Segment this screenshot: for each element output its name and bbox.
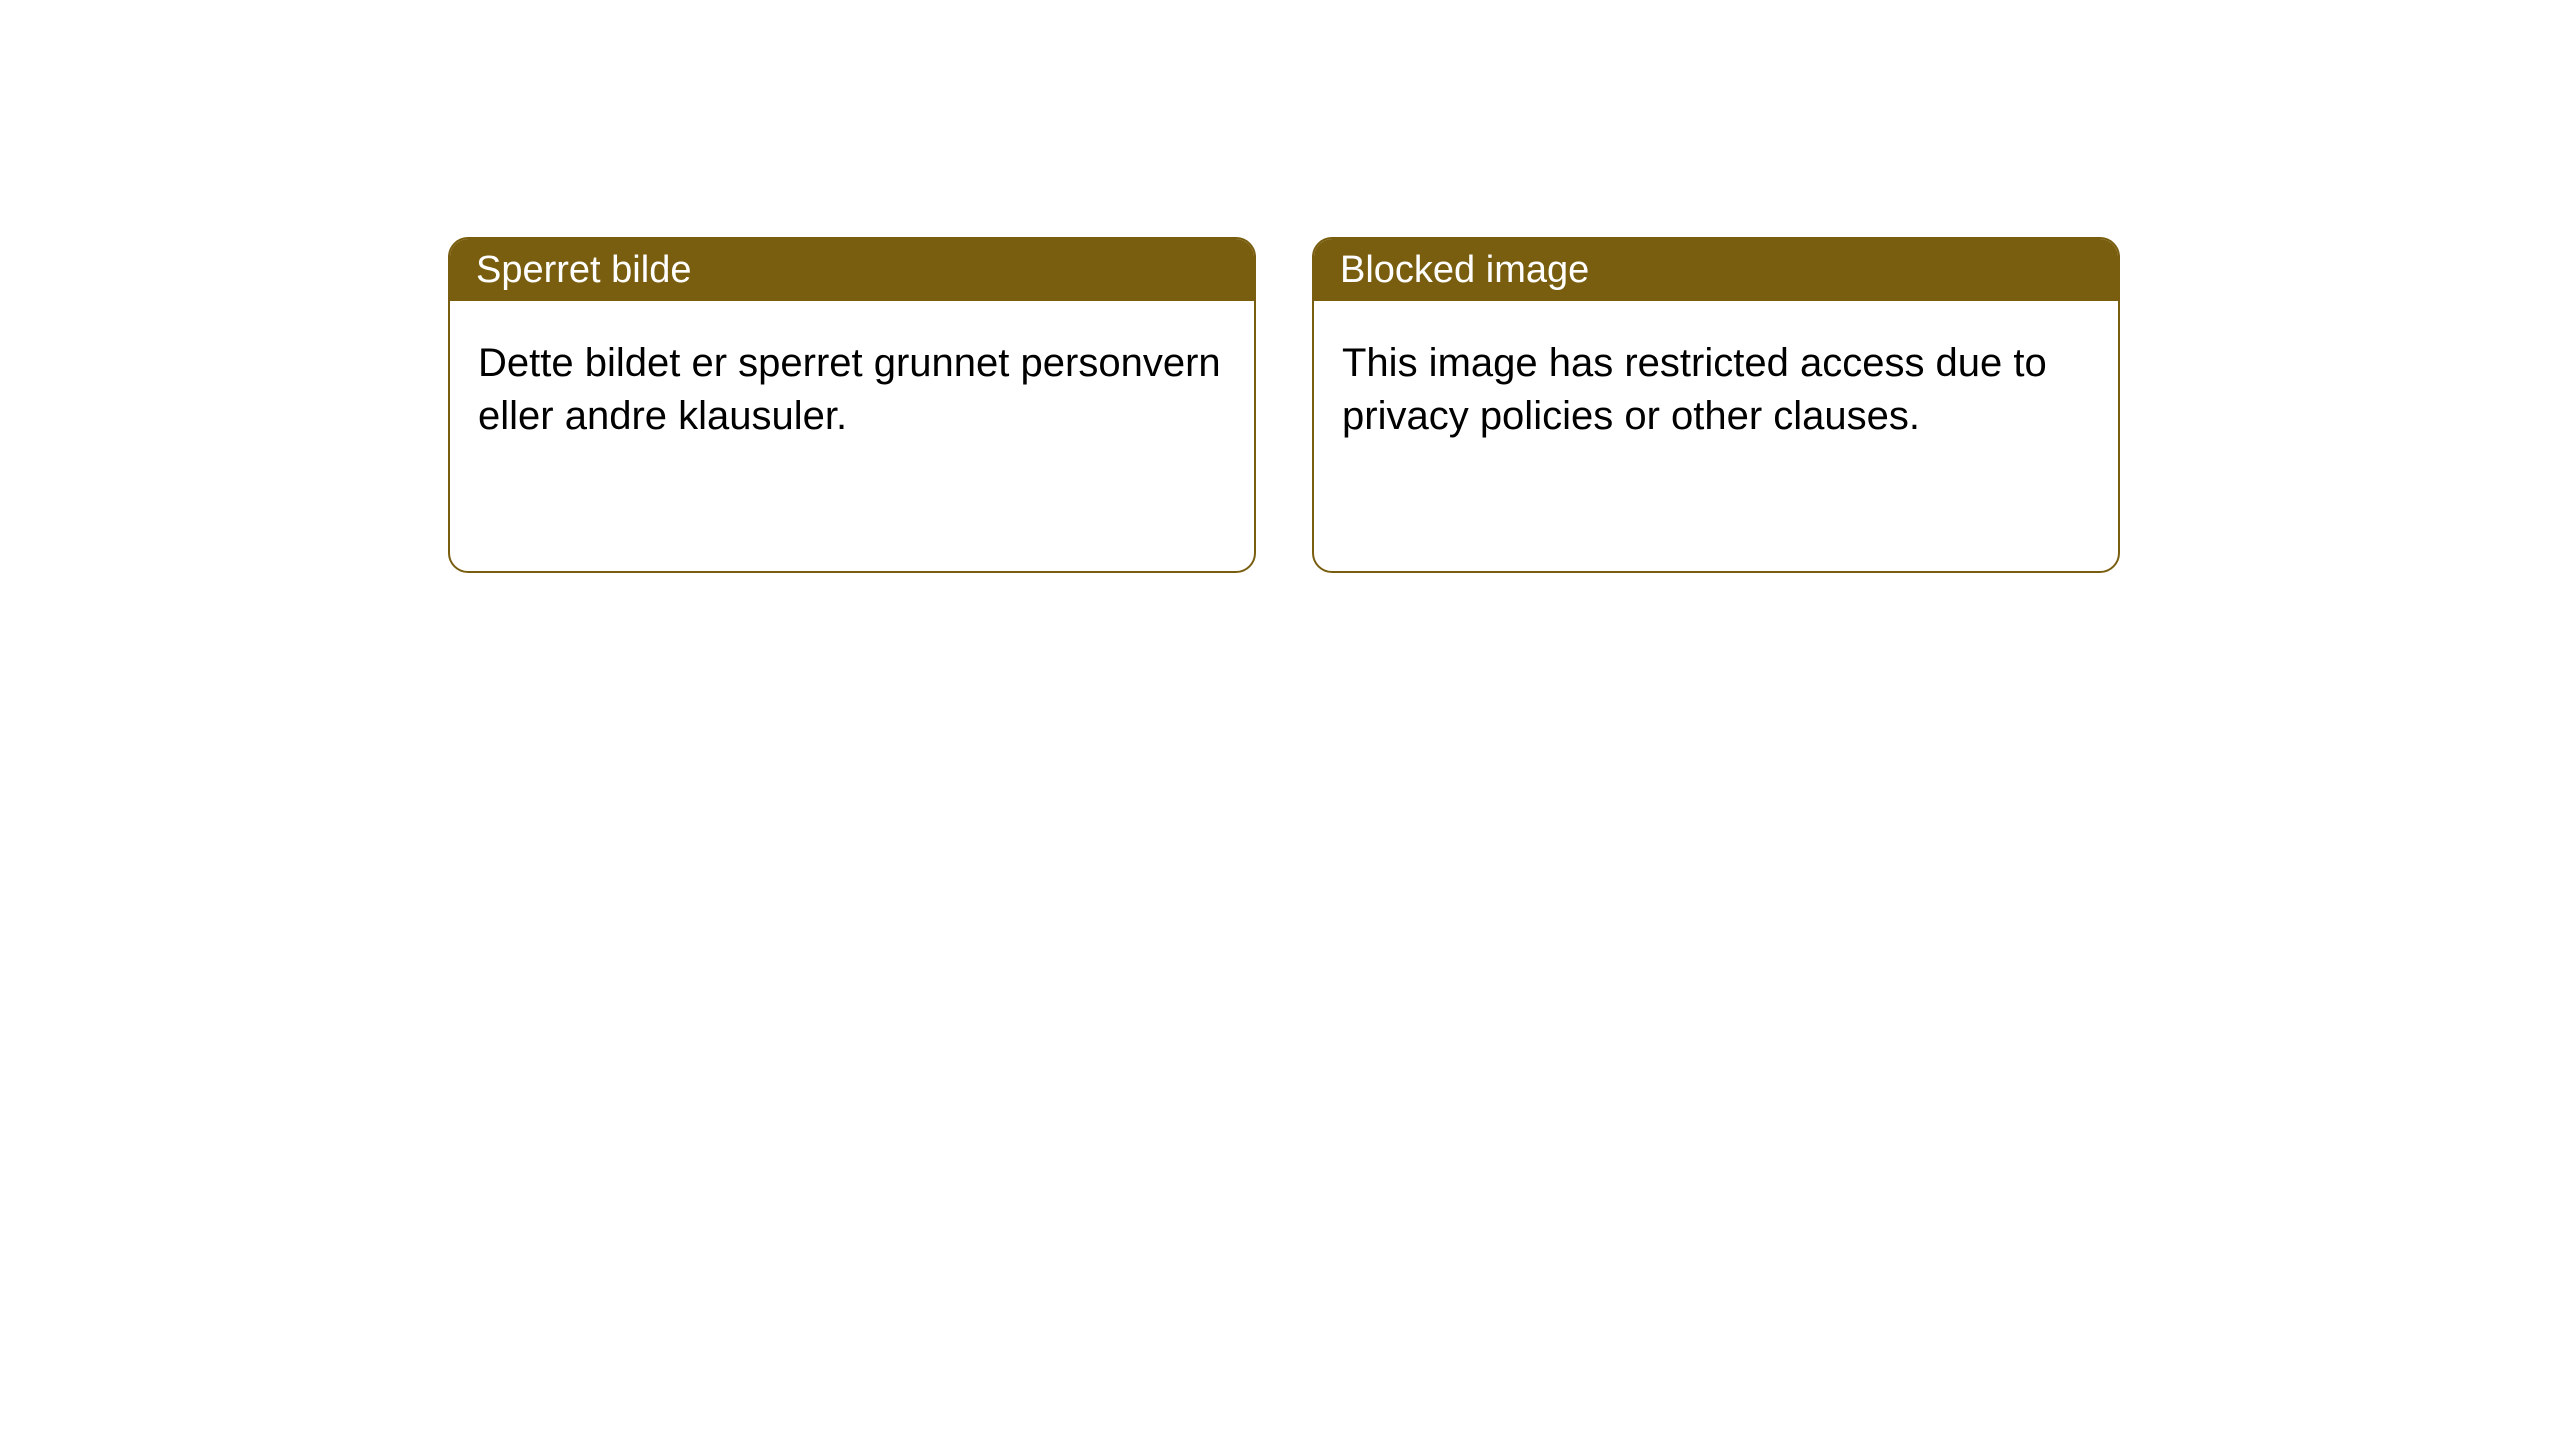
notice-card-norwegian: Sperret bilde Dette bildet er sperret gr… (448, 237, 1256, 573)
notice-body: Dette bildet er sperret grunnet personve… (450, 301, 1254, 479)
notice-title: Sperret bilde (476, 249, 691, 292)
notice-header: Blocked image (1314, 239, 2118, 301)
notice-container: Sperret bilde Dette bildet er sperret gr… (448, 237, 2120, 573)
notice-title: Blocked image (1340, 249, 1589, 292)
notice-body: This image has restricted access due to … (1314, 301, 2118, 479)
notice-header: Sperret bilde (450, 239, 1254, 301)
notice-body-text: This image has restricted access due to … (1342, 341, 2047, 438)
notice-body-text: Dette bildet er sperret grunnet personve… (478, 341, 1221, 438)
notice-card-english: Blocked image This image has restricted … (1312, 237, 2120, 573)
